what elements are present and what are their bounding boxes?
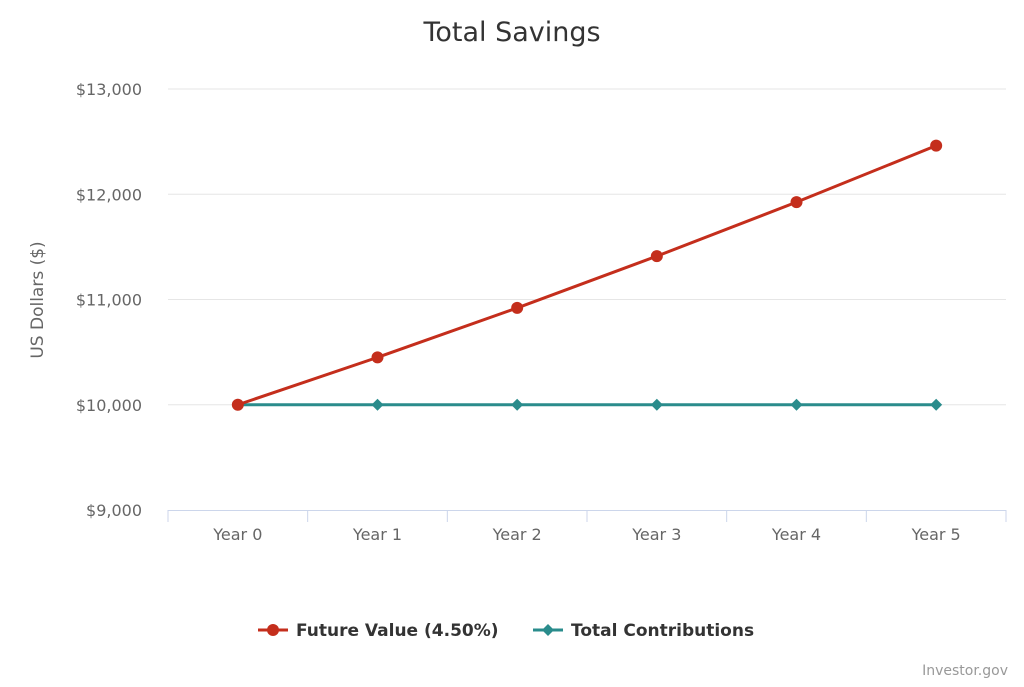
data-point-circle[interactable] bbox=[930, 139, 943, 152]
y-tick-label: $12,000 bbox=[76, 185, 142, 204]
y-tick-label: $11,000 bbox=[76, 291, 142, 310]
y-tick-label: $13,000 bbox=[76, 80, 142, 99]
x-tick-label: Year 5 bbox=[911, 525, 961, 544]
legend-label-future-value: Future Value (4.50%) bbox=[296, 621, 499, 641]
data-point-diamond[interactable] bbox=[790, 398, 803, 411]
y-tick-label: $10,000 bbox=[76, 396, 142, 415]
x-tick-label: Year 3 bbox=[631, 525, 681, 544]
legend-diamond-marker bbox=[542, 624, 554, 636]
data-point-diamond[interactable] bbox=[511, 398, 524, 411]
data-point-diamond[interactable] bbox=[930, 398, 943, 411]
data-point-circle[interactable] bbox=[231, 398, 244, 411]
chart-title: Total Savings bbox=[422, 17, 600, 48]
series-future-value bbox=[231, 139, 943, 411]
legend-item-total-contributions[interactable]: Total Contributions bbox=[533, 621, 754, 641]
legend-label-total-contributions: Total Contributions bbox=[571, 621, 754, 641]
data-point-circle[interactable] bbox=[650, 250, 663, 263]
series-line bbox=[236, 144, 938, 407]
x-tick-label: Year 1 bbox=[352, 525, 402, 544]
x-tick-label: Year 2 bbox=[492, 525, 542, 544]
legend: Future Value (4.50%) Total Contributions bbox=[258, 621, 754, 641]
x-tick-label: Year 4 bbox=[771, 525, 821, 544]
data-point-circle[interactable] bbox=[371, 351, 384, 364]
legend-item-future-value[interactable]: Future Value (4.50%) bbox=[258, 621, 499, 641]
x-axis: Year 0 Year 1 Year 2 Year 3 Year 4 Year 5 bbox=[167, 510, 1007, 544]
legend-circle-marker bbox=[267, 624, 279, 636]
y-tick-label: $9,000 bbox=[86, 501, 142, 520]
data-point-circle[interactable] bbox=[511, 301, 524, 314]
credit-text[interactable]: Investor.gov bbox=[922, 663, 1008, 679]
series-group bbox=[231, 139, 943, 411]
x-tick-label: Year 0 bbox=[212, 525, 262, 544]
y-axis-label: US Dollars ($) bbox=[28, 241, 48, 358]
data-point-diamond[interactable] bbox=[650, 398, 663, 411]
series-total-contributions bbox=[231, 398, 943, 411]
data-point-diamond[interactable] bbox=[371, 398, 384, 411]
y-axis-ticks: $9,000 $10,000 $11,000 $12,000 $13,000 bbox=[76, 80, 142, 520]
gridlines bbox=[168, 88, 1006, 406]
data-point-circle[interactable] bbox=[790, 196, 803, 209]
